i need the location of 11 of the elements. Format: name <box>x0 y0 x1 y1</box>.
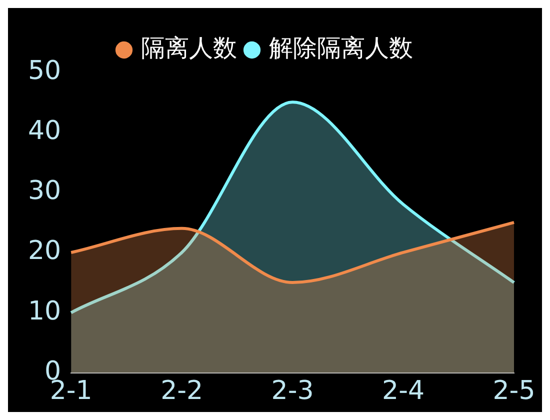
y-tick-label: 10 <box>28 296 62 326</box>
legend-label: 解除隔离人数 <box>269 34 413 62</box>
y-tick-label: 20 <box>28 236 62 266</box>
x-tick-label: 2-5 <box>492 376 536 406</box>
x-tick-label: 2-2 <box>160 376 204 406</box>
y-tick-label: 50 <box>28 56 62 86</box>
x-tick-label: 2-4 <box>382 376 425 406</box>
y-tick-label: 30 <box>28 176 62 206</box>
legend-label: 隔离人数 <box>141 34 237 62</box>
x-tick-label: 2-3 <box>271 376 314 406</box>
y-tick-label: 40 <box>28 116 62 146</box>
